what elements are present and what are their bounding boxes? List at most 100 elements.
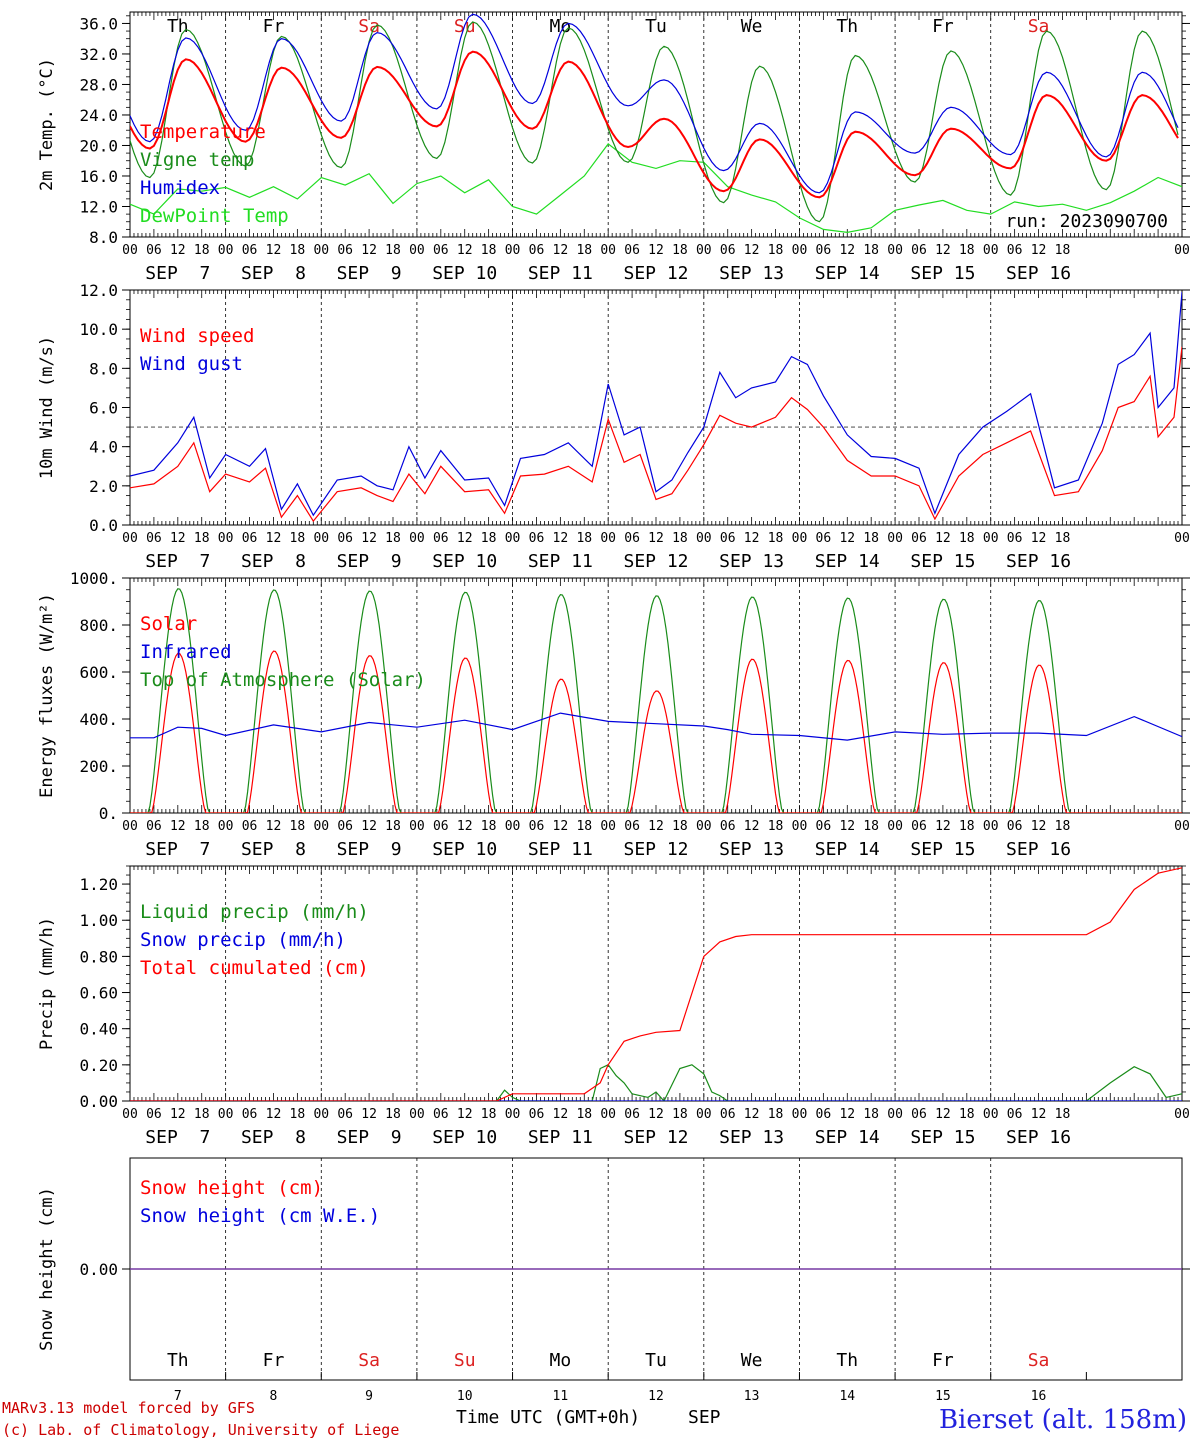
day-name: Th xyxy=(167,1350,189,1371)
y-tick-label: 0.0 xyxy=(89,516,118,535)
hour-label: 18 xyxy=(290,531,306,546)
copyright-credit: (c) Lab. of Climatology, University of L… xyxy=(2,1421,399,1439)
date-label: SEP 10 xyxy=(432,1127,497,1148)
meteogram-panels: 00 06 12 18 00 06 12 18 00 06 12 18 00 06 12 18 00 06 12 18… xyxy=(37,11,1190,1404)
hour-label: 12 xyxy=(1031,1107,1047,1122)
y-axis-label: Energy fluxes (W/m²) xyxy=(37,593,57,798)
date-label: SEP 14 xyxy=(815,1127,880,1148)
legend-entry: Wind speed xyxy=(140,325,254,347)
hour-label: 06 xyxy=(624,819,640,834)
legend-entry: Vigne temp xyxy=(140,149,254,171)
day-number: 9 xyxy=(365,1389,373,1404)
day-name: Fr xyxy=(932,1350,954,1371)
date-label: SEP 10 xyxy=(432,263,497,284)
hour-label: 12 xyxy=(457,243,473,258)
hour-label: 00 xyxy=(696,531,712,546)
day-name: Sa xyxy=(358,16,380,37)
hour-label: 00 xyxy=(313,1107,329,1122)
hour-label: 06 xyxy=(433,531,449,546)
hour-label: 06 xyxy=(337,531,353,546)
hour-label: 12 xyxy=(170,243,186,258)
series-line-solar xyxy=(130,650,1182,813)
hour-label: 06 xyxy=(529,1107,545,1122)
hour-label: 12 xyxy=(361,531,377,546)
hour-label: 12 xyxy=(266,819,282,834)
hour-label: 12 xyxy=(839,819,855,834)
hour-label: 00 xyxy=(1174,243,1190,258)
y-axis-label: Snow height (cm) xyxy=(37,1187,57,1351)
hour-label: 06 xyxy=(242,243,258,258)
hour-label: 00 xyxy=(983,819,999,834)
y-tick-label: 0.80 xyxy=(79,947,118,966)
hour-label: 06 xyxy=(911,531,927,546)
legend-entry: Solar xyxy=(140,613,197,635)
hour-label: 06 xyxy=(911,1107,927,1122)
hour-label: 12 xyxy=(839,1107,855,1122)
hour-label: 18 xyxy=(768,243,784,258)
hour-label: 12 xyxy=(266,531,282,546)
date-label: SEP 14 xyxy=(815,263,880,284)
day-name: Tu xyxy=(645,16,667,37)
y-tick-label: 16.0 xyxy=(79,167,118,186)
day-number: 16 xyxy=(1031,1389,1047,1404)
date-label: SEP 16 xyxy=(1006,839,1071,860)
hour-label: 12 xyxy=(170,1107,186,1122)
day-number: 7 xyxy=(174,1389,182,1404)
series-line-liquid-precip-mm-h xyxy=(130,1064,1182,1101)
hour-label: 00 xyxy=(696,819,712,834)
date-label: SEP 15 xyxy=(910,1127,975,1148)
date-label: SEP 13 xyxy=(719,263,784,284)
date-label: SEP 9 xyxy=(337,551,402,572)
hour-label: 00 xyxy=(218,243,234,258)
y-tick-label: 0.00 xyxy=(79,1260,118,1279)
date-label: SEP 9 xyxy=(337,263,402,284)
hour-label: 00 xyxy=(505,819,521,834)
hour-label: 00 xyxy=(122,819,138,834)
y-tick-label: 0. xyxy=(99,804,118,823)
hour-label: 06 xyxy=(433,819,449,834)
y-tick-label: 0.60 xyxy=(79,984,118,1003)
date-label: SEP 13 xyxy=(719,551,784,572)
y-tick-label: 20.0 xyxy=(79,136,118,155)
y-axis-label: 10m Wind (m/s) xyxy=(37,336,57,479)
hour-label: 00 xyxy=(696,1107,712,1122)
legend-entry: Snow precip (mm/h) xyxy=(140,929,346,951)
hour-label: 00 xyxy=(600,243,616,258)
y-tick-label: 32.0 xyxy=(79,45,118,64)
hour-label: 06 xyxy=(529,243,545,258)
hour-label: 18 xyxy=(481,243,497,258)
date-label: SEP 16 xyxy=(1006,1127,1071,1148)
y-tick-label: 1.20 xyxy=(79,875,118,894)
hour-label: 12 xyxy=(553,1107,569,1122)
hour-label: 06 xyxy=(816,243,832,258)
date-label: SEP 8 xyxy=(241,551,306,572)
date-label: SEP 8 xyxy=(241,1127,306,1148)
date-label: SEP 8 xyxy=(241,263,306,284)
hour-label: 18 xyxy=(768,819,784,834)
series-line-infrared xyxy=(130,712,1182,741)
y-axis-label: 2m Temp. (°C) xyxy=(37,58,57,191)
hour-label: 06 xyxy=(911,819,927,834)
panel-frame xyxy=(129,577,1183,814)
date-label: SEP 13 xyxy=(719,1127,784,1148)
hour-label: 12 xyxy=(1031,531,1047,546)
time-axis-label: Time UTC (GMT+0h) xyxy=(456,1407,640,1428)
hour-label: 18 xyxy=(576,819,592,834)
hour-label: 06 xyxy=(529,819,545,834)
hour-label: 00 xyxy=(313,243,329,258)
legend-entry: Snow height (cm W.E.) xyxy=(140,1205,380,1227)
hour-label: 12 xyxy=(1031,243,1047,258)
legend-entry: Snow height (cm) xyxy=(140,1177,323,1199)
hour-label: 18 xyxy=(768,531,784,546)
station-label: Bierset (alt. 158m) xyxy=(939,1405,1187,1435)
hour-label: 12 xyxy=(361,1107,377,1122)
hour-label: 12 xyxy=(648,1107,664,1122)
y-tick-label: 600. xyxy=(79,663,118,682)
date-label: SEP 16 xyxy=(1006,263,1071,284)
hour-label: 18 xyxy=(385,531,401,546)
hour-label: 00 xyxy=(409,531,425,546)
hour-label: 12 xyxy=(935,531,951,546)
hour-label: 12 xyxy=(839,243,855,258)
hour-label: 06 xyxy=(146,243,162,258)
